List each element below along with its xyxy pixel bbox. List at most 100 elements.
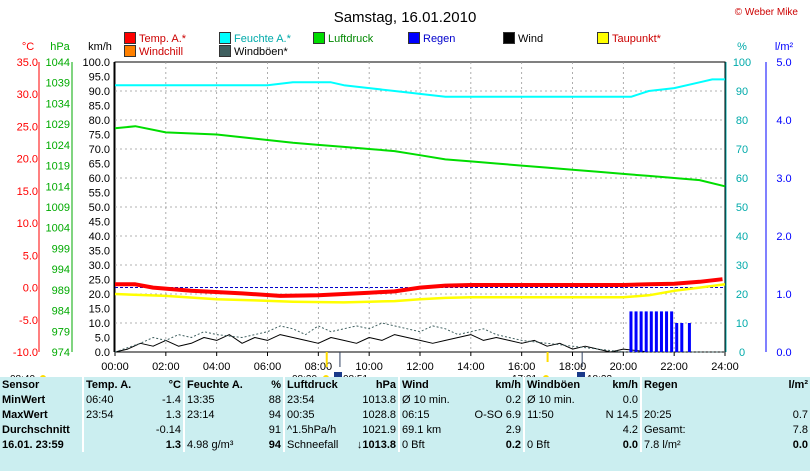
- table-cell: 1.3: [165, 408, 181, 421]
- table-cell: 0 Bft: [398, 437, 464, 452]
- sun-icon: [543, 375, 549, 377]
- rain-bar: [680, 323, 684, 352]
- table-row-current: 16.01. 23:59 1.3 4.98 g/m³ 94 Schneefall…: [0, 437, 810, 452]
- header-cell: km/h: [495, 378, 521, 391]
- x-tick-label: 10:00: [355, 361, 383, 373]
- table-cell: N 14.5: [605, 408, 638, 421]
- series-line: [115, 277, 723, 298]
- legend-swatch: [503, 32, 515, 44]
- sunset-label: 17:01: [512, 374, 537, 377]
- legend-item-pressure: Luftdruck: [313, 32, 373, 45]
- table-cell: [183, 422, 249, 437]
- legend-label: Temp. A.*: [139, 33, 187, 45]
- legend-swatch: [219, 45, 231, 57]
- y-tick-label-wind: 70.0: [89, 144, 110, 156]
- legend-label: Windböen*: [234, 46, 288, 58]
- table-cell: O-SO 6.9: [474, 408, 521, 421]
- legend-swatch: [124, 45, 136, 57]
- y-tick-label-temp: 0.0: [23, 283, 38, 295]
- axis-unit-wind: km/h: [88, 41, 112, 53]
- header-cell: °C: [168, 378, 181, 391]
- rain-bar: [649, 311, 653, 352]
- y-tick-label-rain: 3.0: [776, 173, 791, 185]
- table-cell: 4.2: [622, 423, 638, 436]
- rain-bar: [675, 323, 679, 352]
- header-cell: hPa: [375, 378, 396, 391]
- y-tick-label-wind: 45.0: [89, 217, 110, 229]
- table-cell: [82, 437, 143, 452]
- header-cell: Luftdruck: [283, 377, 349, 392]
- table-row: MaxWert 23:54 1.3 23:14 94 00:35 1028.8 …: [0, 407, 810, 422]
- x-tick-label: 08:00: [305, 361, 333, 373]
- y-tick-label-pressure: 1024: [46, 140, 70, 152]
- row-label: MinWert: [2, 393, 46, 406]
- y-tick-label-wind: 50.0: [89, 202, 110, 214]
- table-cell: 00:35: [283, 407, 349, 422]
- y-tick-label-temp: 35.0: [17, 57, 38, 69]
- table-cell: 1.3: [165, 438, 181, 451]
- moonset-label: 18:23: [587, 374, 612, 377]
- table-cell: 06:15: [398, 407, 464, 422]
- x-tick-label: 22:00: [660, 361, 688, 373]
- header-cell: %: [271, 378, 281, 391]
- y-tick-label-wind: 10.0: [89, 318, 110, 330]
- row-label: MaxWert: [2, 408, 48, 421]
- legend-swatch: [597, 32, 609, 44]
- y-tick-label-wind: 25.0: [89, 275, 110, 287]
- header-cell: Windböen: [523, 377, 584, 392]
- header-cell: km/h: [612, 378, 638, 391]
- y-tick-label-pressure: 984: [52, 306, 70, 318]
- table-cell: 23:14: [183, 407, 249, 422]
- y-tick-label-pressure: 1014: [46, 181, 70, 193]
- legend-label: Regen: [423, 33, 456, 45]
- y-tick-label-temp: 15.0: [17, 186, 38, 198]
- table-row: Durchschnitt -0.14 91 ^1.5hPa/h 1021.9 6…: [0, 422, 810, 437]
- legend-swatch: [219, 32, 231, 44]
- header-cell: l/m²: [788, 378, 808, 391]
- table-row: MinWert 06:40 -1.4 13:35 88 23:54 1013.8…: [0, 392, 810, 407]
- table-cell: 13:35: [183, 392, 249, 407]
- header-cell: Wind: [398, 377, 464, 392]
- table-cell: [523, 422, 584, 437]
- row-label: 16.01. 23:59: [2, 438, 64, 451]
- table-cell: 0 Bft: [523, 437, 584, 452]
- legend-item-windchill: Windchill: [124, 45, 183, 58]
- table-cell: 23:54: [82, 407, 143, 422]
- y-tick-label-pressure: 999: [52, 243, 70, 255]
- x-tick-label: 12:00: [406, 361, 434, 373]
- y-tick-label-rain: 0.0: [776, 347, 791, 359]
- axis-unit-humidity: %: [737, 41, 747, 53]
- sun-moon-markers: 08:40 08:20 08:51 17:01 18:23: [10, 352, 612, 377]
- table-cell: 91: [268, 423, 281, 436]
- axis-unit-temp: °C: [22, 41, 34, 53]
- y-tick-label-wind: 40.0: [89, 231, 110, 243]
- copyright-text: © Weber Mike: [735, 7, 799, 18]
- table-cell: 1021.9: [362, 423, 396, 436]
- series-line: [114, 283, 726, 304]
- y-tick-label-wind: 30.0: [89, 260, 110, 272]
- rain-bar: [634, 311, 638, 352]
- y-tick-label-humidity: 10: [736, 318, 748, 330]
- rain-bar: [639, 311, 643, 352]
- y-tick-label-temp: -5.0: [19, 315, 38, 327]
- legend-swatch: [313, 32, 325, 44]
- y-tick-label-humidity: 30: [736, 260, 748, 272]
- moon-icon: [577, 372, 585, 377]
- x-tick-label: 16:00: [508, 361, 536, 373]
- legend-item-humidity: Feuchte A.*: [219, 32, 291, 45]
- y-tick-label-humidity: 50: [736, 202, 748, 214]
- header-cell: Sensor: [2, 378, 40, 391]
- y-tick-label-wind: 85.0: [89, 101, 110, 113]
- table-cell: [82, 422, 143, 437]
- y-tick-label-wind: 60.0: [89, 173, 110, 185]
- legend-item-gusts: Windböen*: [219, 45, 288, 58]
- chart-axes: 00:00 02:00 04:00 06:00 08:00 10:00 12:00 14:00…: [13, 41, 794, 373]
- x-tick-label: 18:00: [559, 361, 587, 373]
- y-tick-label-pressure: 979: [52, 326, 70, 338]
- row-label: Durchschnitt: [2, 423, 70, 436]
- y-tick-label-wind: 65.0: [89, 159, 110, 171]
- rain-bar: [687, 323, 691, 352]
- legend-item-dewpoint: Taupunkt*: [597, 32, 661, 45]
- y-tick-label-wind: 80.0: [89, 115, 110, 127]
- table-cell: 20:25: [640, 407, 706, 422]
